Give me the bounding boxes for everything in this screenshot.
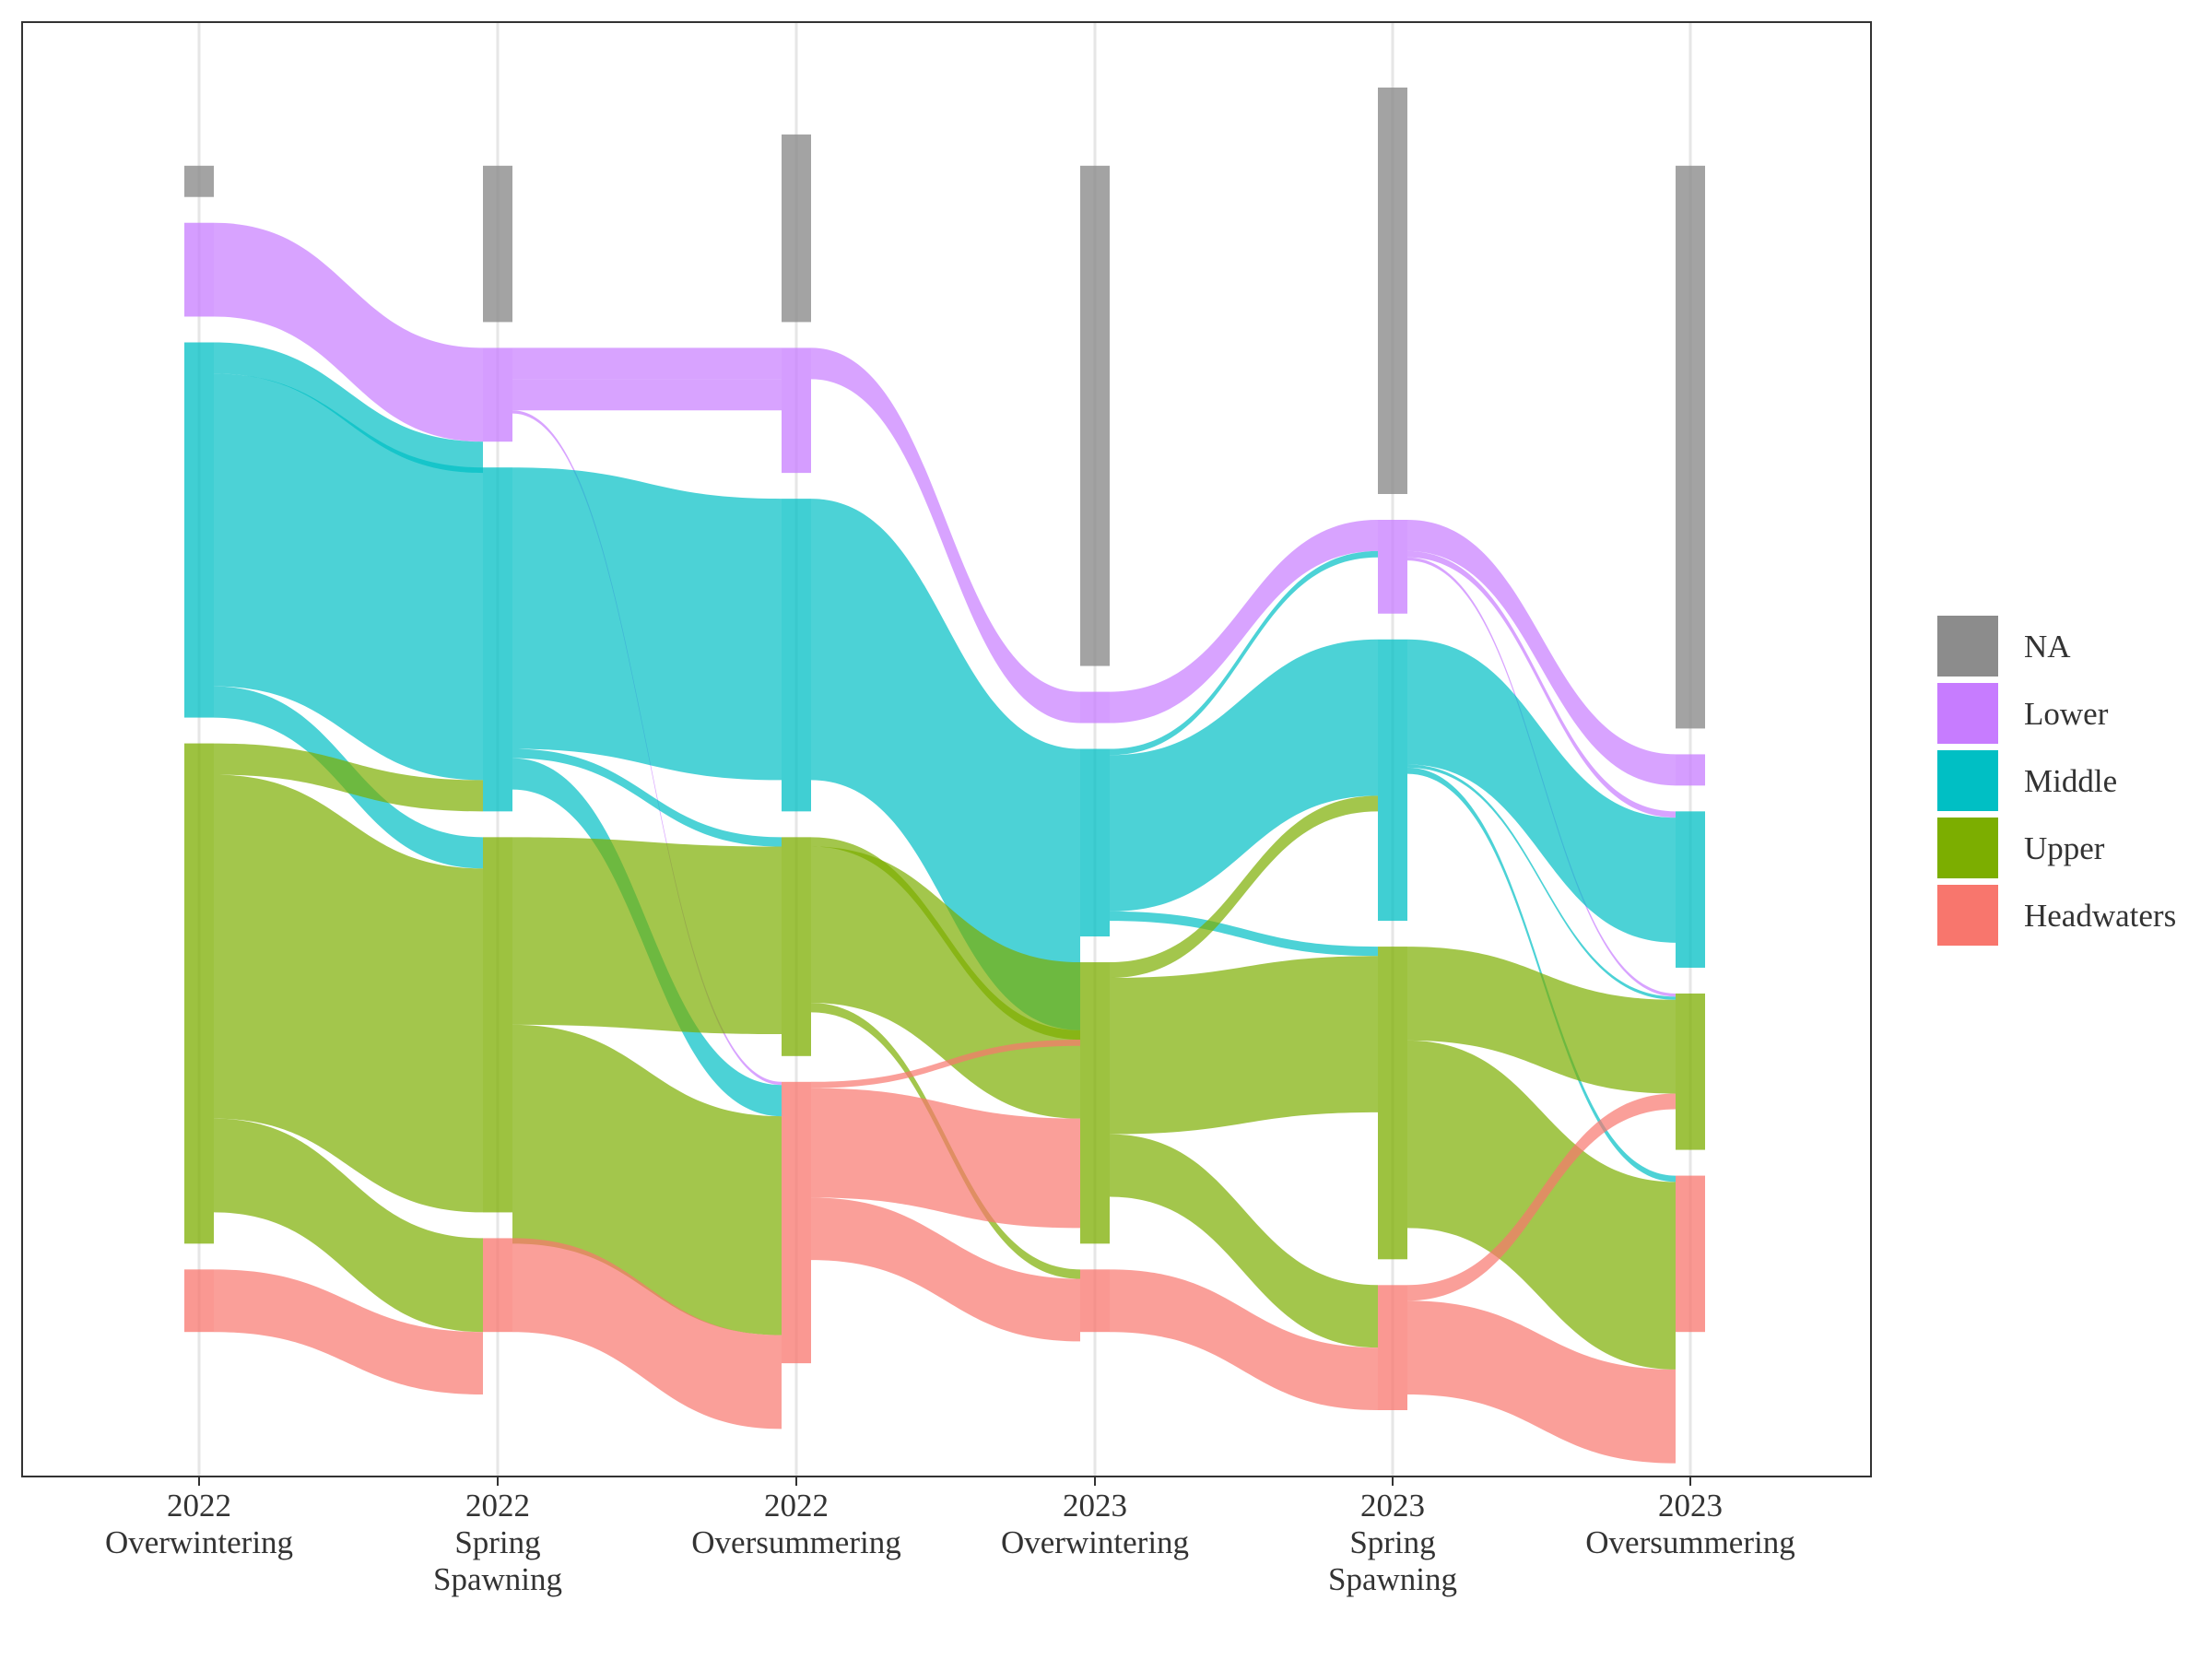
stratum-3-upper — [782, 837, 811, 1056]
flow-2-upper-to-upper-7 — [512, 837, 782, 1035]
legend-key-lower — [1937, 683, 1998, 744]
x-tick-label-4-line-1: 2023 — [1063, 1488, 1127, 1524]
stratum-2-middle — [483, 467, 512, 812]
stratum-6-lower — [1676, 754, 1705, 786]
flow-1-middle-to-lower-2 — [214, 342, 483, 474]
x-tick-label-1-line-1: 2022 — [167, 1488, 231, 1524]
flow-4-lower-to-lower-1 — [1110, 520, 1378, 724]
flow-3-headwaters-to-upper-7 — [811, 1088, 1080, 1229]
x-tick-label-3-line-1: 2022 — [764, 1488, 829, 1524]
legend-label-middle: Middle — [2024, 763, 2117, 799]
flow-3-upper-to-upper-4 — [811, 846, 1080, 1119]
stratum-6-na — [1676, 165, 1705, 729]
x-tick-label-4-line-2: Overwintering — [1001, 1524, 1189, 1560]
flow-5-lower-to-lower-1 — [1407, 520, 1676, 786]
stratum-2-na — [483, 165, 512, 323]
legend-label-upper: Upper — [2024, 830, 2105, 866]
x-tick-label-6-line-1: 2023 — [1658, 1488, 1723, 1524]
legend-label-headwaters: Headwaters — [2024, 898, 2176, 934]
flow-3-headwaters-to-middle-6 — [811, 1039, 1080, 1088]
flow-2-headwaters-to-headwaters-9 — [512, 1238, 782, 1430]
x-tick-label-5-line-2: Spring — [1349, 1524, 1435, 1560]
x-tick-label-5-line-3: Spawning — [1328, 1561, 1457, 1597]
x-tick-label-6-line-2: Oversummering — [1585, 1524, 1794, 1560]
x-tick-label-2-line-3: Spawning — [433, 1561, 562, 1597]
flow-2-middle-to-upper-5 — [512, 748, 782, 847]
x-tick-label-1-line-2: Overwintering — [105, 1524, 293, 1560]
x-tick-label-3-line-2: Oversummering — [691, 1524, 900, 1560]
flow-4-upper-to-upper-6 — [1110, 956, 1378, 1135]
stratum-4-headwaters — [1080, 1269, 1110, 1333]
stratum-2-lower — [483, 347, 512, 442]
x-tick-label-2-line-2: Spring — [454, 1524, 540, 1560]
legend-key-upper — [1937, 818, 1998, 878]
stratum-1-headwaters — [184, 1269, 214, 1333]
stratum-1-na — [184, 165, 214, 197]
legend-key-headwaters — [1937, 885, 1998, 946]
stratum-4-middle — [1080, 748, 1110, 937]
stratum-6-headwaters — [1676, 1175, 1705, 1333]
legend-label-na: NA — [2024, 629, 2071, 665]
flow-ribbons — [214, 222, 1676, 1464]
flow-1-middle-to-middle-3 — [214, 373, 483, 781]
stratum-5-na — [1378, 88, 1407, 494]
stratum-1-lower — [184, 222, 214, 317]
flow-4-upper-to-middle-5 — [1110, 795, 1378, 978]
stratum-3-lower — [782, 347, 811, 474]
stratum-4-lower — [1080, 691, 1110, 724]
flow-4-headwaters-to-headwaters-8 — [1110, 1269, 1378, 1410]
flow-5-headwaters-to-upper-9 — [1407, 1093, 1676, 1301]
flow-3-lower-to-lower-1 — [811, 347, 1080, 724]
flow-3-headwaters-to-headwaters-8 — [811, 1197, 1080, 1342]
stratum-6-middle — [1676, 811, 1705, 968]
stratum-3-middle — [782, 499, 811, 812]
stratum-bars — [184, 88, 1705, 1410]
flow-1-upper-to-upper-6 — [214, 774, 483, 1213]
stratum-4-na — [1080, 165, 1110, 666]
flow-1-upper-to-middle-5 — [214, 743, 483, 812]
flow-5-headwaters-to-headwaters-10 — [1407, 1300, 1676, 1464]
flow-3-middle-to-middle-2 — [811, 499, 1080, 1030]
flow-2-upper-to-headwaters-8 — [512, 1024, 782, 1335]
x-tick-label-5-line-1: 2023 — [1360, 1488, 1425, 1524]
flow-5-middle-to-middle-4 — [1407, 639, 1676, 943]
flow-5-upper-to-upper-7 — [1407, 947, 1676, 1094]
legend-label-lower: Lower — [2024, 696, 2109, 732]
x-tick-label-2-line-1: 2022 — [465, 1488, 530, 1524]
flow-1-lower-to-lower-1 — [214, 222, 483, 442]
x-axis: 2022Overwintering2022SpringSpawning2022O… — [105, 1477, 1795, 1597]
flow-4-middle-to-middle-3 — [1110, 639, 1378, 912]
flow-5-middle-to-upper-5 — [1407, 764, 1676, 1000]
flow-2-lower-to-lower-2 — [512, 379, 782, 411]
stratum-5-upper — [1378, 947, 1407, 1260]
legend-key-middle — [1937, 750, 1998, 811]
stratum-5-lower — [1378, 520, 1407, 614]
flow-5-lower-to-middle-2 — [1407, 550, 1676, 818]
flow-4-middle-to-lower-2 — [1110, 550, 1378, 756]
stratum-5-middle — [1378, 639, 1407, 922]
flow-1-headwaters-to-headwaters-8 — [214, 1269, 483, 1395]
legend-key-na — [1937, 616, 1998, 677]
flow-4-upper-to-headwaters-7 — [1110, 1134, 1378, 1348]
stratum-2-headwaters — [483, 1238, 512, 1333]
stratum-6-upper — [1676, 993, 1705, 1150]
stratum-3-na — [782, 134, 811, 323]
stratum-1-upper — [184, 743, 214, 1244]
legend: NA Lower Middle Upper Headwaters — [1937, 616, 2176, 946]
panel-border — [21, 21, 1872, 1477]
stratum-1-middle — [184, 342, 214, 718]
stratum-3-headwaters — [782, 1081, 811, 1364]
flow-1-upper-to-headwaters-7 — [214, 1118, 483, 1333]
stratum-2-upper — [483, 837, 512, 1213]
stratum-4-upper — [1080, 962, 1110, 1244]
stratum-5-headwaters — [1378, 1285, 1407, 1410]
flow-2-middle-to-middle-4 — [512, 467, 782, 781]
flow-2-lower-to-lower-1 — [512, 347, 782, 380]
flow-4-middle-to-upper-4 — [1110, 911, 1378, 957]
